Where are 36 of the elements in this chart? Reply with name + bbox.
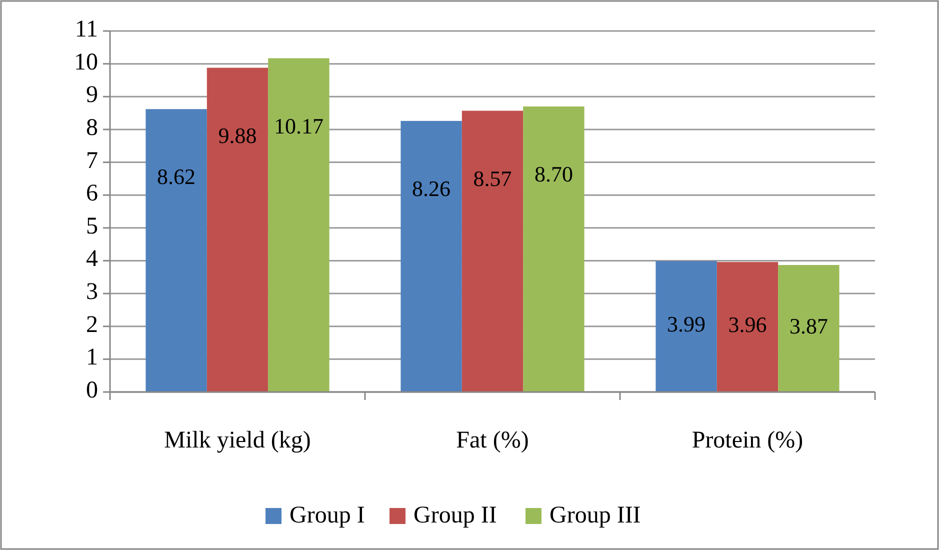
legend-label: Group I — [290, 502, 365, 529]
bar — [462, 110, 524, 392]
x-tick-label: Protein (%) — [692, 428, 804, 454]
text: 3.99 — [667, 312, 706, 337]
x-tick-label: Milk yield (kg) — [164, 428, 311, 454]
y-tick-label: 5 — [86, 213, 98, 240]
legend-label: Group III — [550, 502, 641, 529]
bar — [778, 264, 840, 392]
text: 3.87 — [789, 314, 828, 339]
y-tick-label: 8 — [86, 114, 98, 141]
y-tick-label: 2 — [86, 312, 98, 338]
bar — [268, 58, 330, 392]
y-tick-label: 7 — [86, 148, 98, 174]
bar — [716, 262, 778, 392]
y-tick-label: 1 — [86, 344, 98, 371]
text: 8.57 — [473, 166, 512, 191]
y-tick-label: 3 — [86, 279, 98, 306]
y-tick-label: 9 — [86, 82, 98, 108]
bar — [146, 109, 207, 392]
text: 9.88 — [218, 122, 257, 148]
y-tick-label: 6 — [86, 180, 98, 207]
x-tick-label: Fat (%) — [456, 428, 529, 454]
bar — [206, 68, 268, 392]
text: 8.62 — [157, 164, 196, 190]
text: 3.96 — [728, 312, 767, 338]
y-tick-label: 11 — [74, 16, 98, 43]
bar — [400, 120, 462, 392]
y-tick-label: 0 — [86, 378, 98, 404]
y-tick-label: 4 — [86, 246, 98, 272]
bar — [523, 106, 584, 392]
y-tick-label: 10 — [74, 49, 98, 76]
text: 8.26 — [412, 176, 451, 201]
bar — [656, 261, 717, 392]
legend-label: Group II — [414, 502, 497, 529]
text: 10.17 — [274, 113, 324, 138]
text: 8.70 — [534, 162, 573, 187]
